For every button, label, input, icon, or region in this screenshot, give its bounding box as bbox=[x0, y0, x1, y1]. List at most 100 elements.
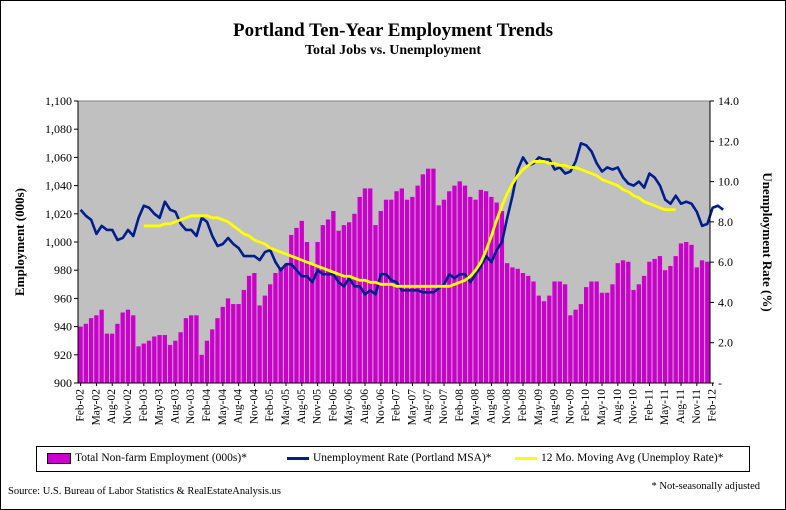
employment-bar bbox=[578, 304, 584, 383]
employment-bar bbox=[694, 267, 699, 383]
employment-bar bbox=[178, 332, 183, 383]
legend-swatch-employment bbox=[47, 452, 71, 464]
employment-bar bbox=[426, 168, 431, 383]
employment-bar bbox=[152, 336, 157, 383]
x-tick-label: Aug-04 bbox=[233, 389, 245, 424]
y-tick-label-right: 12.0 bbox=[718, 134, 739, 148]
legend-label-employment: Total Non-farm Employment (000s)* bbox=[75, 452, 247, 464]
employment-bar bbox=[468, 196, 473, 383]
y-tick-label-left: 1,000 bbox=[45, 235, 72, 249]
employment-bar bbox=[552, 281, 557, 383]
employment-bar bbox=[331, 210, 336, 383]
employment-bar bbox=[547, 295, 552, 383]
employment-bar bbox=[573, 309, 578, 383]
employment-bar bbox=[641, 275, 647, 383]
unemployment-line bbox=[79, 142, 724, 296]
employment-bar bbox=[684, 242, 689, 383]
legend-item-unemployment: Unemployment Rate (Portland MSA)* bbox=[287, 452, 492, 464]
employment-bar bbox=[584, 287, 589, 383]
y-tick-label-left: 1,060 bbox=[45, 150, 72, 164]
employment-bar bbox=[141, 343, 146, 383]
x-tick-label: May-10 bbox=[596, 389, 608, 426]
employment-bar bbox=[589, 281, 594, 383]
x-tick-label: Feb-09 bbox=[517, 389, 529, 422]
y-tick-label-left: 900 bbox=[54, 376, 72, 390]
employment-bar bbox=[636, 284, 641, 383]
x-tick-label: Nov-09 bbox=[564, 389, 576, 424]
x-tick-label: Feb-07 bbox=[391, 389, 403, 422]
x-tick-label: Aug-06 bbox=[359, 389, 371, 424]
legend-label-moving-avg: 12 Mo. Moving Avg (Unemploy Rate)* bbox=[541, 452, 724, 464]
employment-bar bbox=[415, 185, 420, 383]
employment-bar bbox=[283, 264, 289, 383]
legend: Total Non-farm Employment (000s)* Unempl… bbox=[36, 446, 750, 472]
employment-bar bbox=[289, 234, 294, 383]
employment-bar bbox=[136, 346, 141, 383]
employment-bar bbox=[605, 292, 610, 383]
employment-bar bbox=[420, 174, 426, 383]
employment-bar bbox=[225, 298, 231, 383]
employment-bar bbox=[236, 304, 241, 383]
employment-bar bbox=[362, 188, 368, 383]
employment-bar bbox=[146, 340, 152, 383]
x-tick-label: Aug-11 bbox=[675, 389, 687, 424]
employment-bar bbox=[541, 301, 547, 383]
employment-bar bbox=[673, 256, 678, 383]
employment-bar bbox=[110, 333, 115, 383]
employment-bar bbox=[273, 273, 278, 383]
employment-bar bbox=[299, 220, 304, 383]
y-tick-label-left: 980 bbox=[54, 263, 72, 277]
employment-bar bbox=[125, 309, 131, 383]
employment-bar bbox=[499, 210, 505, 383]
y-tick-label-right: 14.0 bbox=[718, 94, 739, 108]
employment-bar bbox=[462, 185, 468, 383]
employment-bar bbox=[568, 315, 573, 383]
employment-bar bbox=[436, 205, 441, 383]
employment-bar bbox=[199, 354, 204, 383]
employment-bar bbox=[336, 230, 341, 383]
employment-bar bbox=[325, 219, 331, 383]
employment-bar bbox=[88, 318, 94, 383]
employment-bar bbox=[157, 335, 162, 383]
y-tick-label-left: 1,040 bbox=[45, 179, 72, 193]
employment-bar bbox=[278, 267, 283, 383]
x-tick-label: Aug-02 bbox=[106, 389, 118, 424]
y-tick-label-right: 6.0 bbox=[718, 255, 733, 269]
employment-bar bbox=[505, 263, 510, 383]
employment-bar bbox=[531, 281, 536, 383]
employment-bar bbox=[262, 295, 268, 383]
employment-bar bbox=[131, 315, 136, 383]
chart-subtitle: Total Jobs vs. Unemployment bbox=[304, 43, 482, 58]
employment-bar bbox=[210, 329, 215, 383]
legend-label-unemployment: Unemployment Rate (Portland MSA)* bbox=[313, 452, 492, 464]
x-tick-label: Aug-07 bbox=[422, 389, 434, 424]
employment-bar bbox=[520, 273, 526, 383]
employment-bar bbox=[78, 326, 83, 383]
employment-bar bbox=[83, 323, 88, 383]
employment-bar bbox=[352, 213, 357, 383]
employment-bar bbox=[304, 242, 310, 383]
employment-bar bbox=[115, 323, 120, 383]
employment-bar bbox=[99, 309, 104, 383]
x-tick-label: Feb-10 bbox=[580, 389, 592, 422]
x-tick-label: Nov-08 bbox=[501, 389, 513, 424]
employment-bar bbox=[483, 191, 489, 383]
employment-bar bbox=[599, 292, 605, 383]
employment-bar bbox=[383, 199, 389, 383]
employment-bar bbox=[268, 284, 273, 383]
x-tick-label: May-08 bbox=[470, 389, 482, 426]
y-tick-label-left: 1,100 bbox=[45, 94, 72, 108]
employment-bar bbox=[557, 281, 562, 383]
employment-bar bbox=[357, 196, 362, 383]
x-tick-label: Nov-05 bbox=[312, 389, 324, 424]
y-tick-label-left: 940 bbox=[54, 320, 72, 334]
employment-bar bbox=[368, 188, 373, 383]
employment-bar bbox=[594, 281, 599, 383]
x-tick-label: Aug-09 bbox=[549, 389, 561, 424]
x-tick-label: Aug-10 bbox=[612, 389, 624, 424]
employment-bar bbox=[120, 312, 125, 383]
x-tick-label: Nov-04 bbox=[248, 389, 260, 424]
employment-bar bbox=[94, 315, 99, 383]
employment-bar bbox=[294, 227, 299, 383]
x-tick-label: Nov-11 bbox=[691, 389, 703, 424]
